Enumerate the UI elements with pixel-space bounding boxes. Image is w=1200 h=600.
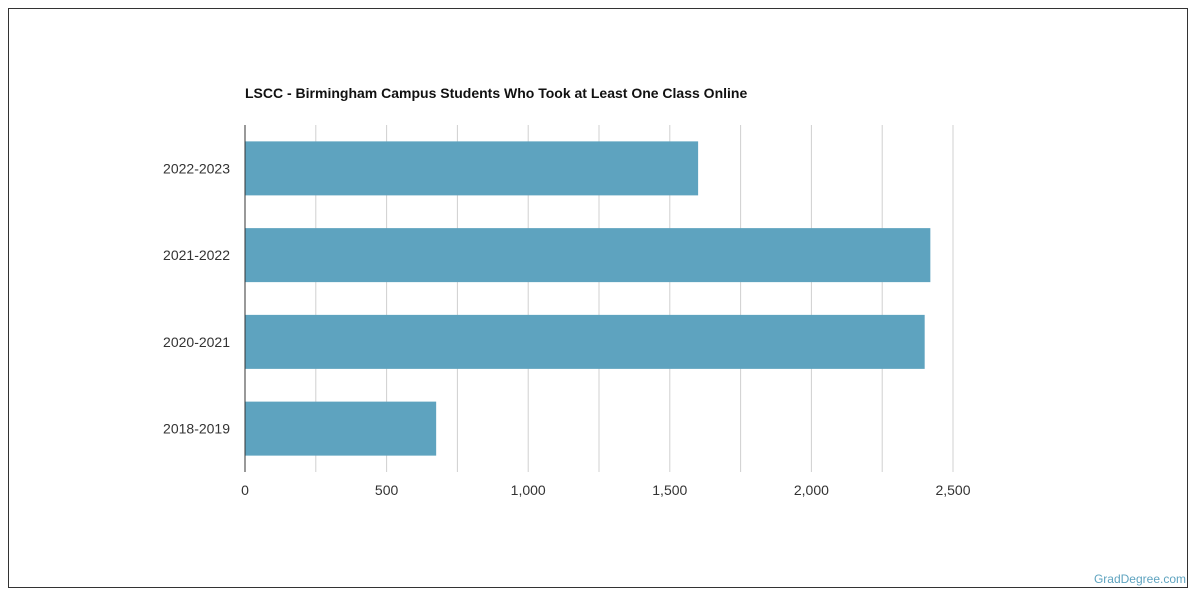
x-tick-label: 2,000: [794, 482, 829, 498]
y-tick-label: 2022-2023: [163, 160, 230, 176]
y-tick-label: 2018-2019: [163, 421, 230, 437]
x-tick-label: 1,000: [511, 482, 546, 498]
bar-2020-2021[interactable]: [245, 314, 925, 369]
bar-2018-2019[interactable]: [245, 401, 437, 456]
x-tick-label: 500: [375, 482, 399, 498]
axis-labels: 2022-2023 2021-2022 2020-2021 2018-2019 0 500…: [163, 160, 971, 498]
x-tick-label: 1,500: [652, 482, 687, 498]
x-tick-label: 2,500: [935, 482, 970, 498]
bar-2021-2022[interactable]: [245, 228, 931, 283]
x-tick-label: 0: [241, 482, 249, 498]
chart-frame: [8, 8, 1188, 588]
bar-2022-2023[interactable]: [245, 141, 699, 196]
bars: [245, 141, 931, 456]
watermark-link[interactable]: GradDegree.com: [1093, 572, 1186, 586]
chart-title: LSCC - Birmingham Campus Students Who To…: [245, 85, 748, 101]
y-tick-label: 2020-2021: [163, 334, 230, 350]
y-tick-label: 2021-2022: [163, 247, 230, 263]
